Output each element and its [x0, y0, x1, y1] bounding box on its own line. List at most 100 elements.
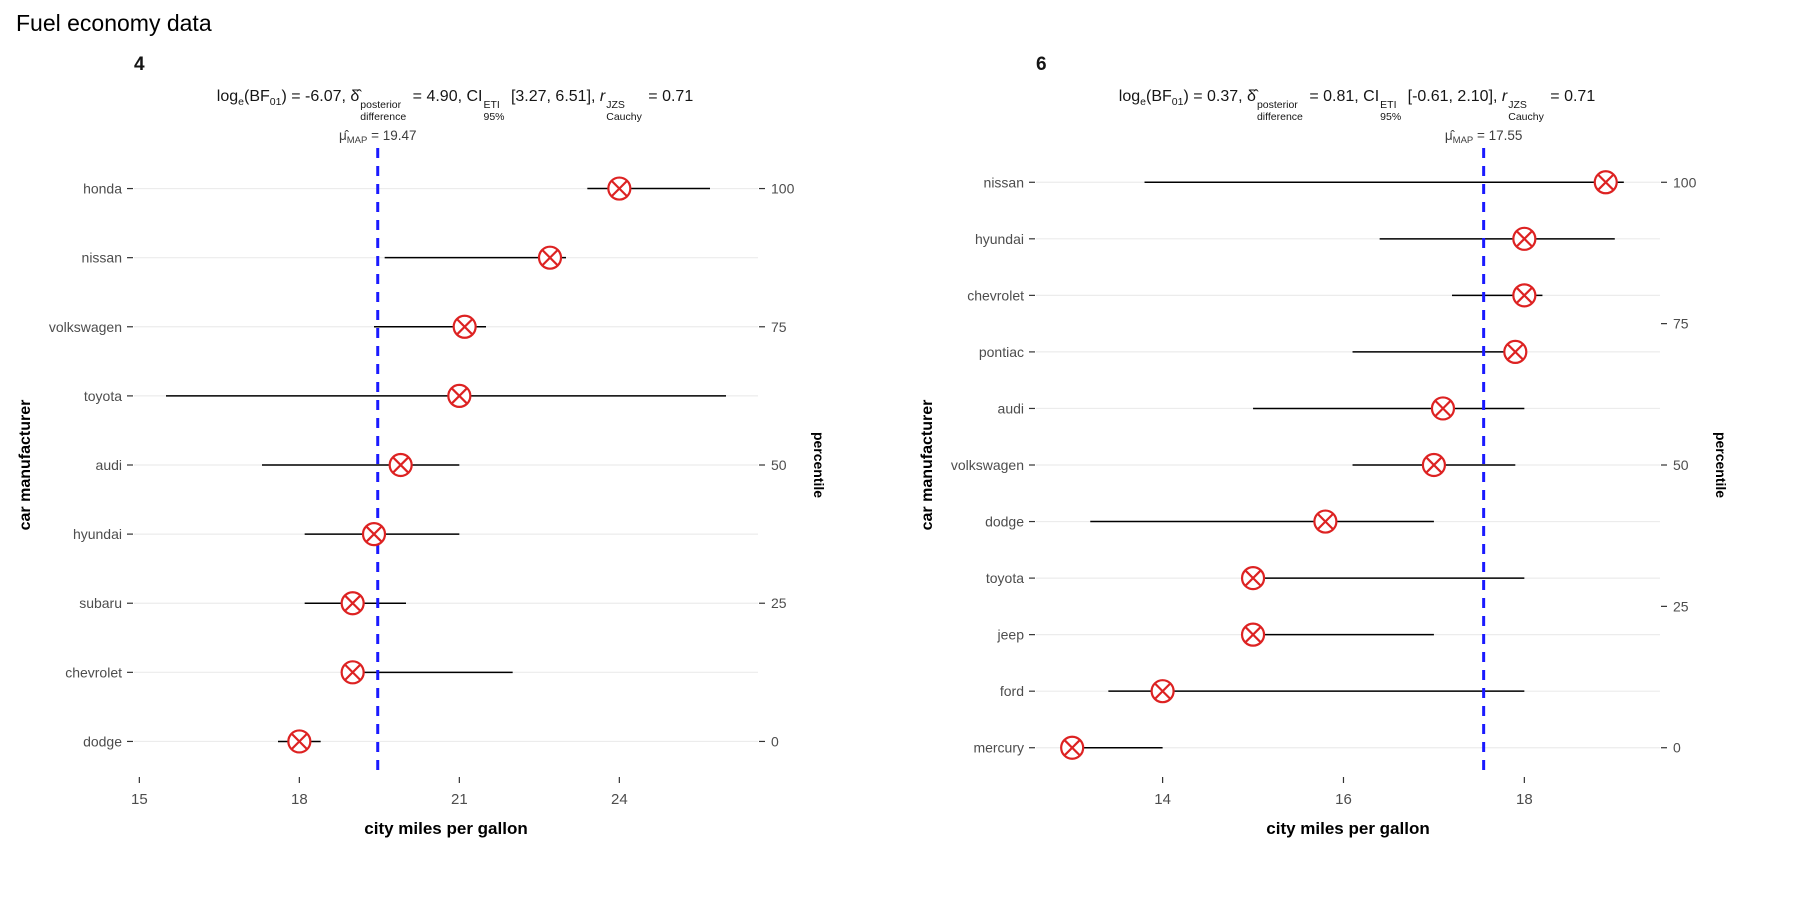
marker-cross: [450, 387, 468, 405]
marker-cross: [344, 594, 362, 612]
subtitle-token: δ̂: [350, 88, 360, 105]
subtitle-token: JZS Cauchy: [1508, 99, 1544, 124]
marker-cross: [1515, 286, 1533, 304]
percentile-tick-label: 50: [771, 457, 787, 473]
marker-cross: [1434, 399, 1452, 418]
subtitle-token: ) = 0.37,: [1183, 88, 1248, 105]
subtitle-token: posterior difference: [360, 99, 407, 124]
estimate-marker: [287, 729, 312, 754]
percentile-tick-label: 75: [771, 319, 787, 335]
percentile-tick-label: 25: [771, 595, 787, 611]
marker-cross: [610, 179, 628, 198]
marker-cross: [1597, 173, 1615, 191]
estimate-marker: [340, 591, 365, 616]
estimate-marker: [1240, 622, 1266, 647]
subtitle-token: posterior difference: [1256, 99, 1303, 124]
estimate-marker: [361, 522, 387, 547]
estimate-marker: [1421, 452, 1447, 478]
marker-cross: [1425, 456, 1443, 474]
marker-cross: [1154, 682, 1172, 700]
facet-label-6: 6: [1036, 54, 1047, 75]
marker-cross: [1506, 343, 1524, 361]
plot-cyl-4: μ̂MAP = 19.47 15 18 21 24 honda nissan volkswag…: [17, 128, 827, 838]
subtitle-token: log: [216, 88, 239, 105]
x-tick-label: 15: [131, 791, 148, 808]
subtitle-token: ETI 95%: [483, 99, 505, 124]
x-tick-label: 18: [291, 791, 308, 808]
plot-cyl-6: μ̂MAP = 17.55 14 16 18 nissan hyundai chevrole…: [919, 128, 1729, 838]
estimate-marker: [1060, 735, 1085, 760]
marker-cross: [1244, 569, 1262, 587]
percentile-tick-label: 75: [1673, 316, 1689, 332]
y-tick-label: chevrolet: [967, 287, 1024, 303]
y-tick-label: subaru: [79, 595, 122, 611]
y-tick-label: pontiac: [979, 344, 1024, 360]
panel-cyl-4: 4 loge(BF01) = -6.07, δ̂ posterior differe…: [16, 46, 894, 860]
subtitle-token: [-0.61, 2.10],: [1403, 88, 1502, 105]
page-title: Fuel economy data: [16, 10, 212, 36]
y-tick-label: audi: [998, 400, 1024, 416]
map-label: μ̂MAP = 19.47: [339, 128, 417, 146]
y-axis-title: car manufacturer: [919, 400, 936, 531]
subtitle-token: e: [1140, 96, 1146, 108]
y-tick-label: volkswagen: [951, 457, 1024, 473]
marker-cross: [365, 525, 383, 543]
marker-cross: [1316, 512, 1334, 531]
panel-subtitle-6: loge(BF01) = 0.37, δ̂ posterior difference…: [918, 76, 1796, 123]
estimate-marker: [607, 176, 632, 201]
subtitle-token: [3.27, 6.51],: [506, 88, 600, 105]
estimate-marker: [1503, 339, 1528, 365]
y-tick-label: toyota: [84, 388, 122, 404]
y-tick-label: dodge: [83, 733, 122, 749]
subtitle-token: 01: [1171, 96, 1184, 108]
marker-cross: [1515, 230, 1533, 248]
facet-label-4: 4: [134, 54, 145, 75]
panels-row: 4 loge(BF01) = -6.07, δ̂ posterior differe…: [16, 46, 1800, 860]
y-axis-title: car manufacturer: [17, 400, 34, 531]
estimate-marker: [447, 383, 472, 408]
percentile-tick-label: 100: [1673, 174, 1697, 190]
x-tick-label: 16: [1335, 791, 1352, 808]
x-tick-label: 14: [1154, 791, 1171, 808]
subtitle-token: = 4.90, CI: [408, 88, 483, 105]
marker-cross: [1244, 626, 1262, 644]
percentile-tick-label: 0: [1673, 740, 1681, 756]
estimate-marker: [1512, 283, 1537, 308]
y-tick-label: volkswagen: [49, 319, 122, 335]
estimate-marker: [1150, 679, 1175, 704]
subtitle-token: 01: [269, 96, 282, 108]
subtitle-token: JZS Cauchy: [606, 99, 642, 124]
estimate-marker: [1430, 396, 1456, 421]
estimate-marker: [537, 245, 563, 270]
subtitle-token: ) = -6.07,: [281, 88, 351, 105]
marker-cross: [290, 732, 308, 751]
y-tick-label: hyundai: [975, 231, 1024, 247]
subtitle-token: = 0.81, CI: [1304, 88, 1380, 105]
estimate-marker: [1313, 509, 1338, 534]
subtitle-token: ETI 95%: [1380, 99, 1402, 124]
estimate-marker: [1593, 170, 1618, 195]
subtitle-token: = 0.71: [1545, 88, 1596, 105]
percentile-tick-label: 0: [771, 733, 779, 749]
marker-cross: [1063, 739, 1081, 757]
subtitle-token: δ̂: [1247, 88, 1256, 105]
estimate-marker: [1512, 226, 1537, 251]
percentile-tick-label: 25: [1673, 598, 1689, 614]
marker-cross: [344, 663, 362, 681]
x-axis-title: city miles per gallon: [1266, 819, 1429, 838]
y-tick-label: audi: [96, 457, 122, 473]
percentile-axis-title: percentile: [811, 432, 827, 498]
x-tick-label: 21: [451, 791, 468, 808]
y-tick-label: jeep: [997, 627, 1025, 643]
percentile-axis-title: percentile: [1713, 432, 1729, 498]
x-axis-title: city miles per gallon: [364, 819, 527, 838]
subtitle-token: (BF: [1145, 88, 1172, 105]
panel-subtitle-4: loge(BF01) = -6.07, δ̂ posterior differenc…: [16, 76, 894, 123]
y-tick-label: nissan: [82, 250, 122, 266]
x-tick-label: 18: [1516, 791, 1533, 808]
y-tick-label: mercury: [973, 740, 1024, 756]
marker-cross: [456, 318, 474, 336]
x-tick-label: 24: [611, 791, 628, 808]
map-label: μ̂MAP = 17.55: [1445, 128, 1523, 146]
estimate-marker: [340, 660, 365, 685]
